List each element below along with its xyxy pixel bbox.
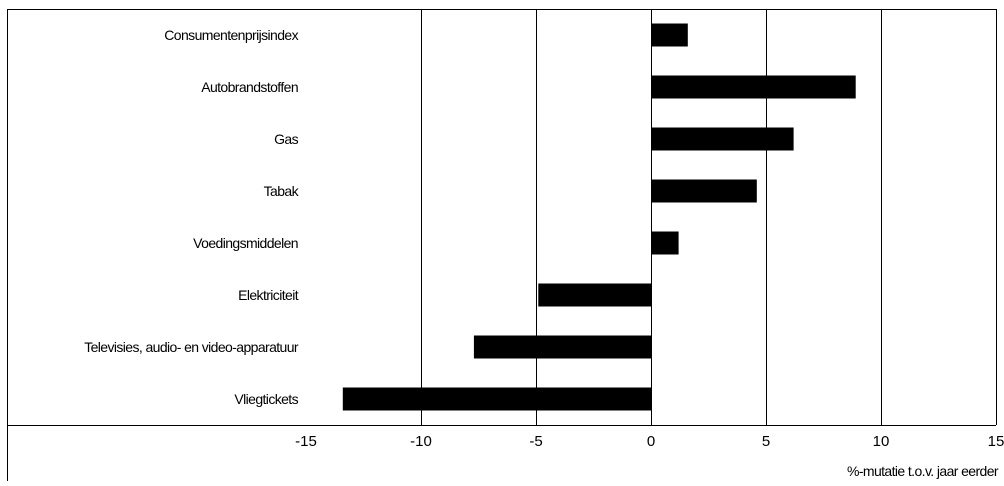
category-label: Televisies, audio- en video-apparatuur: [84, 339, 299, 355]
category-labels: Consumentenprijsindex Autobrandstoffen Gas…: [84, 27, 300, 407]
bars: [342, 23, 856, 411]
x-tick-label: 10: [873, 433, 890, 450]
category-label: Tabak: [264, 183, 300, 199]
gridlines: [421, 9, 997, 425]
category-label: Gas: [274, 131, 298, 147]
bar: [651, 127, 794, 151]
x-tick-label: 15: [988, 433, 1004, 450]
bar: [651, 231, 679, 255]
category-label: Consumentenprijsindex: [164, 27, 298, 43]
x-tick-label: -10: [410, 433, 432, 450]
category-label: Voedingsmiddelen: [193, 235, 298, 251]
tick-labels: -15 -10 -5 0 5 10 15: [295, 433, 1004, 450]
category-label: Elektriciteit: [238, 287, 299, 303]
x-axis-title: %-mutatie t.o.v. jaar eerder: [847, 463, 999, 479]
axes: [7, 9, 996, 481]
bar: [342, 387, 651, 411]
bar: [651, 75, 856, 99]
category-label: Autobrandstoffen: [201, 79, 298, 95]
x-tick-label: 5: [762, 433, 770, 450]
category-label: Vliegtickets: [234, 391, 298, 407]
bar: [473, 335, 651, 359]
x-tick-label: -15: [295, 433, 317, 450]
x-tick-label: 0: [647, 433, 655, 450]
bar: [651, 179, 757, 203]
bar: [651, 23, 688, 47]
x-tick-label: -5: [529, 433, 542, 450]
bar: [538, 283, 651, 307]
